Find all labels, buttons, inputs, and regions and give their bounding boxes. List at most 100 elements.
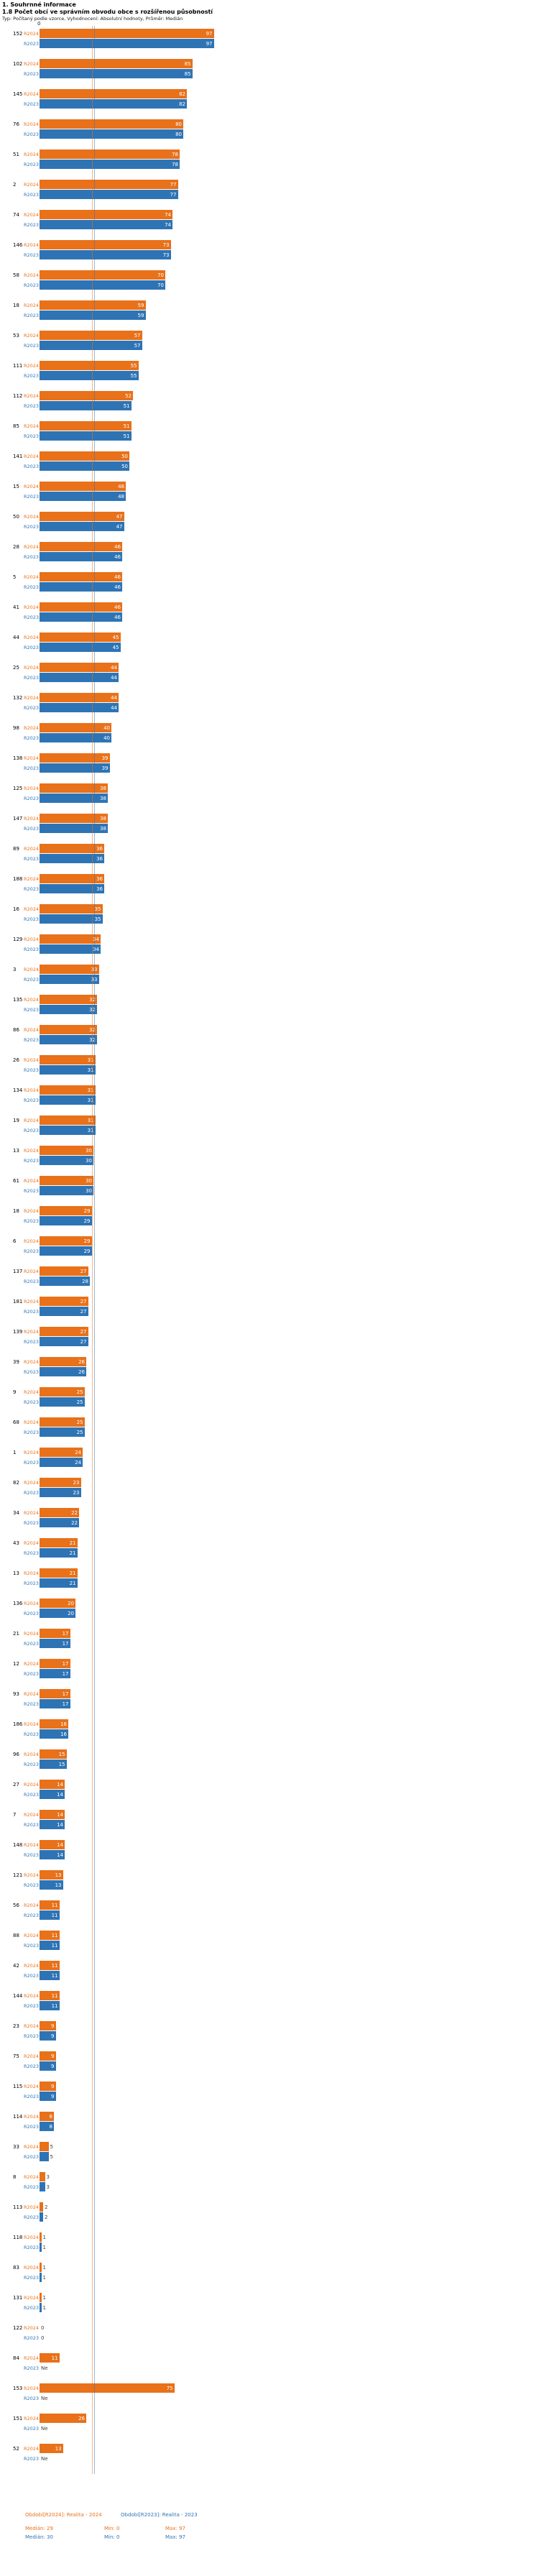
bar-2024[interactable] — [40, 904, 103, 914]
bar-2023[interactable] — [40, 2031, 56, 2041]
bar-2023[interactable] — [40, 643, 121, 652]
bar-2024[interactable] — [40, 1870, 63, 1880]
bar-2023[interactable] — [40, 2212, 43, 2222]
bar-2023[interactable] — [40, 854, 104, 863]
bar-2024[interactable] — [40, 1900, 60, 1910]
bar-2023[interactable] — [40, 1910, 60, 1920]
bar-2023[interactable] — [40, 1760, 67, 1769]
bar-2024[interactable] — [40, 1538, 78, 1547]
bar-2023[interactable] — [40, 1186, 93, 1195]
legend-entry-2024[interactable]: Období[R2024]: Realita - 2024 — [25, 2512, 102, 2518]
bar-2023[interactable] — [40, 1790, 65, 1799]
bar-2023[interactable] — [40, 129, 183, 139]
bar-2024[interactable] — [40, 693, 119, 702]
bar-2023[interactable] — [40, 582, 122, 592]
bar-2023[interactable] — [40, 1850, 65, 1859]
bar-2024[interactable] — [40, 1568, 78, 1578]
bar-2023[interactable] — [40, 2242, 42, 2252]
bar-2023[interactable] — [40, 341, 142, 350]
bar-2024[interactable] — [40, 180, 178, 189]
bar-2023[interactable] — [40, 2092, 56, 2101]
bar-2024[interactable] — [40, 1961, 60, 1970]
bar-2023[interactable] — [40, 1035, 97, 1044]
bar-2024[interactable] — [40, 2021, 56, 2030]
bar-2024[interactable] — [40, 1297, 88, 1306]
bar-2023[interactable] — [40, 1458, 83, 1467]
bar-2023[interactable] — [40, 1729, 68, 1739]
bar-2023[interactable] — [40, 280, 165, 290]
bar-2024[interactable] — [40, 723, 111, 732]
bar-2024[interactable] — [40, 783, 108, 793]
bar-2023[interactable] — [40, 1276, 90, 1286]
bar-2023[interactable] — [40, 401, 132, 410]
bar-2024[interactable] — [40, 934, 101, 944]
bar-2023[interactable] — [40, 2182, 45, 2191]
bar-2023[interactable] — [40, 884, 104, 893]
bar-2023[interactable] — [40, 552, 122, 561]
bar-2023[interactable] — [40, 2273, 42, 2282]
bar-2023[interactable] — [40, 824, 108, 833]
bar-2023[interactable] — [40, 1669, 70, 1678]
bar-2024[interactable] — [40, 2232, 42, 2242]
bar-2024[interactable] — [40, 632, 121, 642]
bar-2024[interactable] — [40, 2444, 63, 2453]
bar-2023[interactable] — [40, 522, 124, 531]
bar-2023[interactable] — [40, 1126, 96, 1135]
bar-2023[interactable] — [40, 944, 101, 954]
bar-2024[interactable] — [40, 602, 122, 612]
bar-2024[interactable] — [40, 2082, 56, 2091]
bar-2023[interactable] — [40, 492, 126, 501]
bar-2023[interactable] — [40, 703, 119, 712]
bar-2023[interactable] — [40, 914, 103, 924]
bar-2024[interactable] — [40, 1266, 88, 1276]
bar-2023[interactable] — [40, 1488, 81, 1497]
bar-2023[interactable] — [40, 794, 108, 803]
bar-2024[interactable] — [40, 1991, 60, 2000]
bar-2024[interactable] — [40, 2263, 42, 2272]
bar-2024[interactable] — [40, 150, 180, 159]
bar-2023[interactable] — [40, 1427, 85, 1437]
bar-2023[interactable] — [40, 39, 214, 48]
bar-2023[interactable] — [40, 1820, 65, 1829]
bar-2024[interactable] — [40, 1931, 60, 1940]
bar-2023[interactable] — [40, 1518, 79, 1527]
bar-2023[interactable] — [40, 1609, 75, 1618]
bar-2023[interactable] — [40, 160, 180, 169]
legend-entry-2023[interactable]: Období[R2023]: Realita - 2023 — [121, 2512, 198, 2518]
bar-2024[interactable] — [40, 2172, 45, 2181]
bar-2023[interactable] — [40, 1005, 97, 1014]
bar-2024[interactable] — [40, 59, 193, 68]
bar-2023[interactable] — [40, 975, 99, 984]
bar-2023[interactable] — [40, 1095, 96, 1105]
bar-2023[interactable] — [40, 1065, 96, 1075]
bar-2023[interactable] — [40, 250, 171, 259]
bar-2023[interactable] — [40, 2303, 42, 2312]
bar-2023[interactable] — [40, 1941, 60, 1950]
bar-2023[interactable] — [40, 1156, 93, 1165]
bar-2024[interactable] — [40, 391, 133, 400]
bar-2023[interactable] — [40, 1397, 85, 1407]
bar-2024[interactable] — [40, 119, 183, 129]
bar-2023[interactable] — [40, 2061, 56, 2071]
bar-2024[interactable] — [40, 1780, 65, 1789]
bar-2024[interactable] — [40, 1085, 96, 1095]
bar-2024[interactable] — [40, 1629, 70, 1638]
bar-2024[interactable] — [40, 361, 139, 370]
bar-2024[interactable] — [40, 1508, 79, 1517]
bar-2023[interactable] — [40, 1337, 88, 1346]
bar-2023[interactable] — [40, 1307, 88, 1316]
bar-2024[interactable] — [40, 1478, 81, 1487]
bar-2023[interactable] — [40, 1216, 92, 1225]
bar-2023[interactable] — [40, 1246, 92, 1256]
bar-2024[interactable] — [40, 995, 97, 1004]
bar-2023[interactable] — [40, 612, 122, 622]
bar-2024[interactable] — [40, 1116, 96, 1125]
bar-2023[interactable] — [40, 69, 193, 78]
bar-2024[interactable] — [40, 1417, 85, 1427]
bar-2024[interactable] — [40, 89, 187, 98]
bar-2024[interactable] — [40, 1598, 75, 1608]
bar-2024[interactable] — [40, 2293, 42, 2302]
bar-2023[interactable] — [40, 220, 172, 229]
bar-2023[interactable] — [40, 1639, 70, 1648]
bar-2024[interactable] — [40, 874, 104, 883]
